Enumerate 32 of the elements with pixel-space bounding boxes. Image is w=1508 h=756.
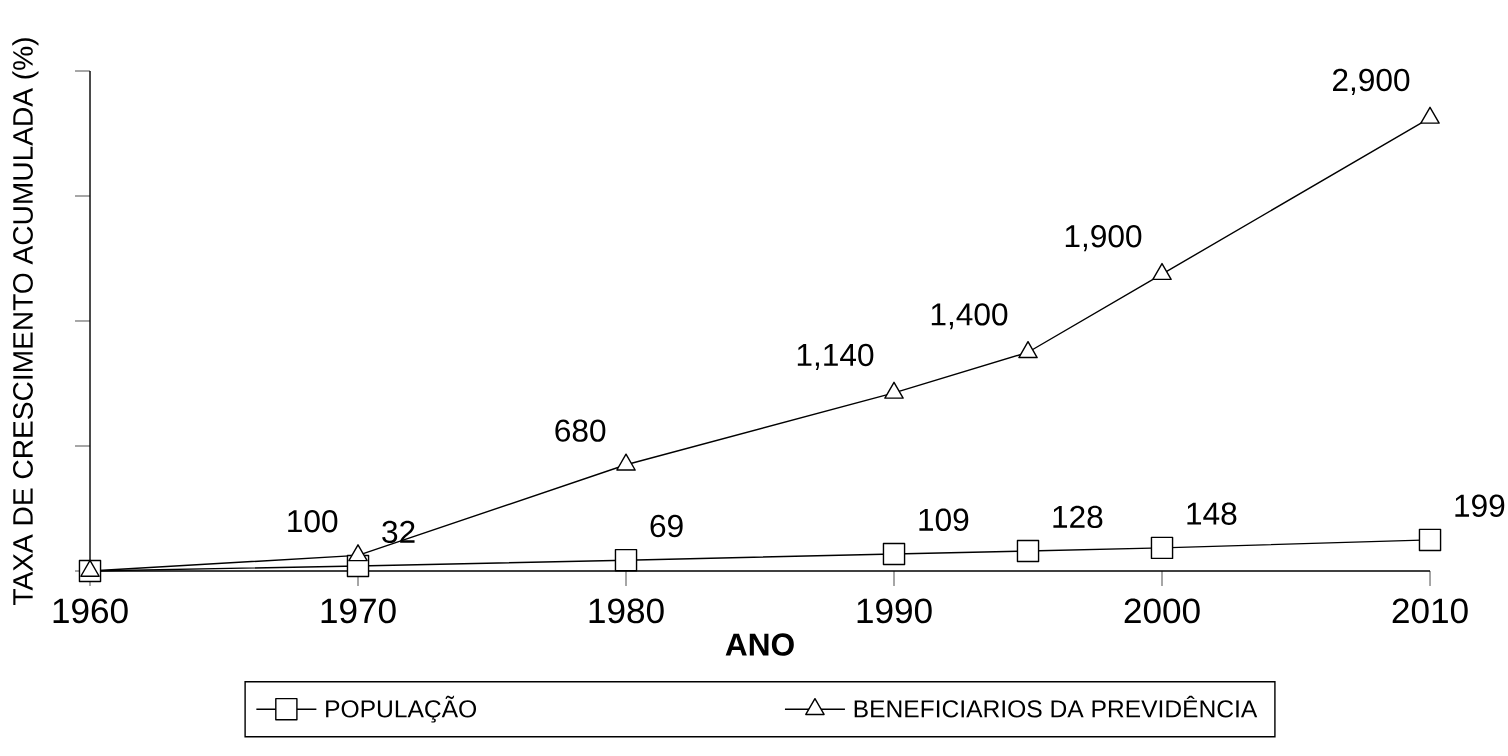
- legend-label: BENEFICIARIOS DA PREVIDÊNCIA: [854, 695, 1258, 718]
- x-tick-label: 1960: [53, 598, 128, 624]
- point: [614, 548, 638, 572]
- point: [1418, 528, 1442, 552]
- data-label: 680: [555, 419, 606, 442]
- data-label: 32: [382, 520, 415, 544]
- x-tick-label: 1980: [589, 598, 664, 624]
- x-tick-label: 1990: [857, 598, 932, 624]
- x-axis-title: ANO: [725, 633, 794, 656]
- point: [1150, 536, 1174, 560]
- y-axis-title: TAXA DE CRESCIMENTO ACUMULADA (%): [12, 38, 39, 605]
- data-label: 2,900: [1333, 68, 1410, 95]
- data-label: 100: [288, 510, 338, 533]
- data-label: 1,900: [1065, 225, 1142, 252]
- data-label: 109: [919, 508, 969, 532]
- point: [1018, 341, 1038, 359]
- data-label: 1,140: [797, 343, 874, 370]
- x-tick-label: 2010: [1392, 598, 1468, 624]
- legend-label: POPULAÇÃO: [326, 695, 477, 723]
- point: [1016, 539, 1040, 563]
- point: [616, 453, 636, 471]
- data-label: 199: [1455, 494, 1505, 517]
- data-label: 1,400: [931, 303, 1008, 330]
- data-label: 148: [1187, 502, 1237, 525]
- point: [882, 542, 906, 566]
- x-tick-label: 1970: [321, 598, 396, 624]
- data-label: 69: [650, 514, 683, 538]
- data-label: 128: [1053, 505, 1103, 529]
- point: [1420, 106, 1440, 124]
- point: [884, 381, 904, 399]
- x-tick-label: 2000: [1124, 598, 1200, 624]
- point: [1152, 262, 1172, 281]
